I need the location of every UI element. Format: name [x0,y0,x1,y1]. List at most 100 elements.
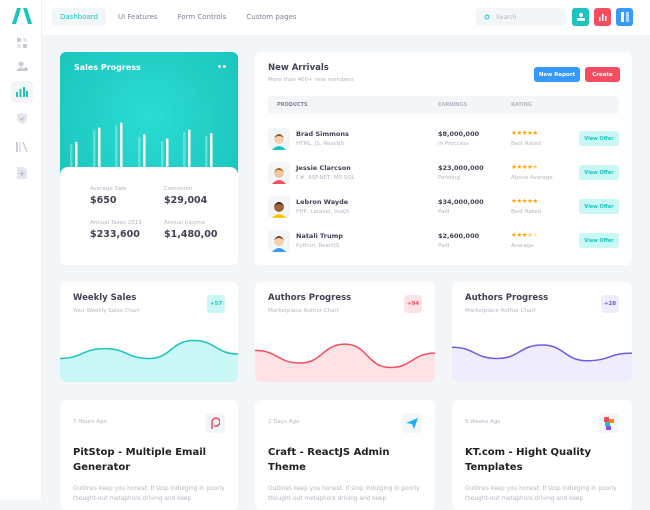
paper-plane-icon [402,413,422,433]
search-placeholder: Search [496,13,517,21]
post-title[interactable]: PitStop - Multiple Email Generator [73,447,207,473]
product-name: Jessie Clarcson [296,164,351,172]
stat-average-sale: Average Sale $650 [90,186,127,206]
bar-faded [205,135,208,167]
rating-label: Best Rated [511,209,542,215]
create-button[interactable]: Create [585,67,620,82]
users-icon [16,61,28,71]
sidebar-item-charts[interactable] [11,81,33,103]
bar [75,141,78,167]
sparkline-line [255,343,435,369]
nav-form-controls[interactable]: Form Controls [177,13,227,21]
layout-button[interactable] [616,8,633,26]
star-rating: ★★★★★ [511,197,538,205]
payment-status: Paid [438,243,450,249]
sidebar-item-library[interactable] [11,136,33,158]
post-title[interactable]: KT.com - Hight Quality Templates [465,447,592,473]
card-title: Sales Progress [74,63,141,72]
stats-button[interactable] [594,8,611,26]
product-name: Brad Simmons [296,130,349,138]
star-icon: ★ [521,163,528,171]
star-icon: ★ [511,129,517,137]
avatar [268,162,290,184]
post-card[interactable]: 5 Weeks Ago KT.com - Hight Quality Templa… [452,400,632,510]
column-products: PRODUCTS [277,102,308,108]
bar [188,129,191,167]
sidebar-item-security[interactable] [11,107,33,129]
card-subtitle: Marketplace Author Chart [465,308,536,314]
star-icon: ★ [521,129,528,137]
product-name: Lebron Wayde [296,198,349,206]
post-time: 5 Weeks Ago [465,419,501,425]
nav-dashboard[interactable]: Dashboard [52,8,106,26]
nav-custom-pages[interactable]: Custom pages [246,13,297,21]
post-card[interactable]: 7 Hours Ago PitStop - Multiple Email Gene… [60,400,238,510]
more-options-icon[interactable] [218,65,226,68]
star-icon: ★ [516,163,522,171]
bar-faded [70,143,73,167]
top-nav: Dashboard UI Features Form Controls Cust… [52,8,305,26]
sales-bars [70,122,213,167]
bar [143,134,146,167]
post-card[interactable]: 2 Days Ago Craft - ReactJS Admin Theme Out… [255,400,435,510]
sidebar-item-add-file[interactable] [11,162,33,184]
bar-faded [93,130,96,167]
sidebar-item-layout[interactable] [11,32,33,54]
kt-logo-icon [599,413,619,433]
star-icon: ★ [516,129,522,137]
sparkline-line [452,344,632,362]
card-title: New Arrivals [268,63,329,73]
change-badge: +28 [601,295,619,313]
search-input[interactable]: Search [476,8,566,26]
user-button[interactable] [572,8,589,26]
star-icon: ★ [526,197,533,205]
table-header: PRODUCTS EARNINGS RATING [268,96,619,114]
star-icon: ★ [526,231,533,239]
table-row: Natali Trump Python, ReactJS $2,600,000 Pai… [268,230,619,264]
view-offer-button[interactable]: View Offer [579,165,619,180]
card-subtitle: Marketplace Author Chart [268,308,339,314]
header: Dashboard UI Features Form Controls Cust… [42,0,650,35]
table-row: Jessie Clarcson C#, ASP.NET, MS SQL $23,00… [268,162,619,196]
earnings: $23,000,000 [438,164,484,172]
post-description: Outlines keep you honest. If stop indulg… [465,486,617,502]
avatar [268,128,290,150]
star-icon: ★ [526,129,533,137]
view-offer-button[interactable]: View Offer [579,131,619,146]
column-earnings: EARNINGS [438,102,468,108]
view-offer-button[interactable]: View Offer [579,233,619,248]
post-time: 7 Hours Ago [73,419,107,425]
sales-progress-card: Sales Progress Average Sale $650 Comissio… [60,52,238,265]
chart-icon [16,87,28,97]
earnings: $34,000,000 [438,198,484,206]
sidebar-item-users[interactable] [11,55,33,77]
change-badge: +57 [207,295,225,313]
bar-faded [183,132,186,167]
star-icon: ★ [516,231,522,239]
payment-status: In Proccess [438,141,469,147]
logo[interactable] [12,8,32,24]
search-icon [484,14,490,20]
bar [98,127,101,167]
sparkline-chart [452,344,632,382]
new-report-button[interactable]: New Report [534,67,580,82]
view-offer-button[interactable]: View Offer [579,199,619,214]
sidebar [0,0,42,500]
product-tech: HTML, JS, ReactJS [296,141,345,147]
card-title: Authors Progress [465,293,549,303]
bar-faded [138,136,141,167]
bar-chart-icon [598,14,606,21]
bar-faded [161,140,164,167]
user-icon [576,13,585,21]
post-title[interactable]: Craft - ReactJS Admin Theme [268,447,390,473]
rating-label: Best Rated [511,141,542,147]
product-tech: PHP, Laravel, VueJS [296,209,350,215]
columns-icon [620,12,629,22]
sparkline-area [452,345,632,382]
nav-ui-features[interactable]: UI Features [117,13,158,21]
sparkline-chart [255,343,435,382]
stat-card: Authors Progress Marketplace Author Chart… [452,282,632,382]
avatar [268,196,290,218]
sales-progress-header [60,52,238,182]
column-rating: RATING [511,102,532,108]
